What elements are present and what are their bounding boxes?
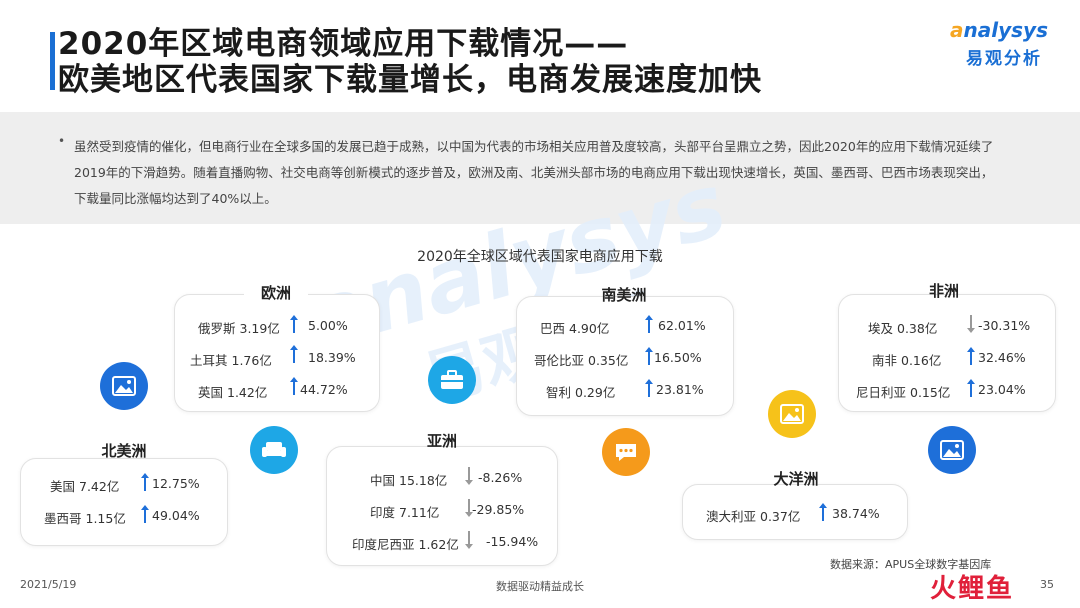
brand-logo: analysys 易观分析 — [950, 18, 1060, 69]
table-row: 英国 1.42亿 — [198, 385, 268, 400]
growth-value: -8.26% — [478, 470, 523, 485]
logo-chinese: 易观分析 — [966, 49, 1042, 69]
table-row: 印度 7.11亿 — [370, 505, 440, 520]
growth-value: 44.72% — [300, 382, 348, 397]
growth-value: 23.81% — [656, 382, 704, 397]
table-row: 土耳其 1.76亿 — [190, 353, 272, 368]
region-card-south-america — [516, 296, 734, 416]
table-row: 尼日利亚 0.15亿 — [856, 385, 951, 400]
region-label-asia: 亚洲 — [426, 432, 457, 450]
footer-slogan: 数据驱动精益成长 — [496, 580, 584, 593]
growth-value: -30.31% — [978, 318, 1031, 333]
arrow-up-icon — [645, 347, 653, 365]
table-row: 哥伦比亚 0.35亿 — [534, 353, 629, 368]
growth-value: 16.50% — [654, 350, 702, 365]
region-label-north-america: 北美洲 — [101, 442, 147, 460]
growth-value: 23.04% — [978, 382, 1026, 397]
arrow-up-icon — [645, 315, 653, 333]
growth-value: 12.75% — [152, 476, 200, 491]
table-row: 中国 15.18亿 — [370, 473, 448, 488]
growth-value: 5.00% — [308, 318, 348, 333]
arrow-up-icon — [819, 503, 827, 521]
table-row: 美国 7.42亿 — [50, 479, 120, 494]
growth-value: 38.74% — [832, 506, 880, 521]
region-card-oceania — [682, 484, 908, 540]
table-row: 智利 0.29亿 — [546, 385, 616, 400]
growth-value: -15.94% — [486, 534, 539, 549]
chat-icon — [602, 428, 650, 476]
arrow-up-icon — [645, 379, 653, 397]
table-row: 墨西哥 1.15亿 — [44, 511, 126, 526]
image-icon — [100, 362, 148, 410]
table-row: 南非 0.16亿 — [872, 353, 942, 368]
arrow-down-icon — [465, 467, 473, 485]
arrow-up-icon — [967, 379, 975, 397]
region-card-europe — [174, 294, 380, 412]
logo-wordmark: analysys — [950, 18, 1048, 42]
summary-bullet: • — [58, 134, 66, 148]
corner-stamp: 火鲤鱼 — [930, 574, 1015, 604]
region-card-africa — [838, 294, 1056, 412]
arrow-down-icon — [967, 315, 975, 333]
region-card-north-america — [20, 458, 228, 546]
growth-value: 49.04% — [152, 508, 200, 523]
arrow-up-icon — [141, 473, 149, 491]
data-source: 数据来源：APUS全球数字基因库 — [830, 558, 992, 571]
growth-value: -29.85% — [472, 502, 525, 517]
arrow-up-icon — [290, 377, 298, 395]
table-row: 俄罗斯 3.19亿 — [198, 321, 280, 336]
chart-title: 2020年全球区域代表国家电商应用下载 — [417, 249, 663, 265]
table-row: 印度尼西亚 1.62亿 — [352, 537, 459, 552]
region-label-south-america: 南美洲 — [601, 286, 647, 304]
page-title: 2020年区域电商领域应用下载情况—— 欧美地区代表国家下载量增长，电商发展速度… — [58, 26, 762, 98]
growth-value: 18.39% — [308, 350, 356, 365]
page-title-line1: 2020年区域电商领域应用下载情况—— — [58, 26, 629, 62]
growth-value: 32.46% — [978, 350, 1026, 365]
region-label-africa: 非洲 — [928, 282, 959, 300]
photo-icon — [768, 390, 816, 438]
arrow-up-icon — [967, 347, 975, 365]
arrow-down-icon — [465, 499, 473, 517]
table-row: 埃及 0.38亿 — [868, 321, 938, 336]
region-label-europe: 欧洲 — [244, 282, 308, 303]
title-accent-bar — [50, 32, 55, 90]
briefcase-icon — [428, 356, 476, 404]
summary-panel: • 虽然受到疫情的催化，但电商行业在全球多国的发展已趋于成熟，以中国为代表的市场… — [0, 112, 1080, 224]
page-number: 35 — [1040, 578, 1054, 591]
sofa-icon — [250, 426, 298, 474]
table-row: 巴西 4.90亿 — [540, 321, 610, 336]
arrow-up-icon — [141, 505, 149, 523]
table-row: 澳大利亚 0.37亿 — [706, 509, 801, 524]
arrow-down-icon — [465, 531, 473, 549]
summary-text: 虽然受到疫情的催化，但电商行业在全球多国的发展已趋于成熟，以中国为代表的市场相关… — [74, 139, 994, 206]
arrow-up-icon — [290, 315, 298, 333]
region-card-asia — [326, 446, 558, 566]
growth-value: 62.01% — [658, 318, 706, 333]
arrow-up-icon — [290, 345, 298, 363]
footer-date: 2021/5/19 — [20, 578, 77, 591]
page-title-line2: 欧美地区代表国家下载量增长，电商发展速度加快 — [58, 62, 762, 98]
region-label-oceania: 大洋洲 — [773, 470, 819, 488]
picture-icon — [928, 426, 976, 474]
